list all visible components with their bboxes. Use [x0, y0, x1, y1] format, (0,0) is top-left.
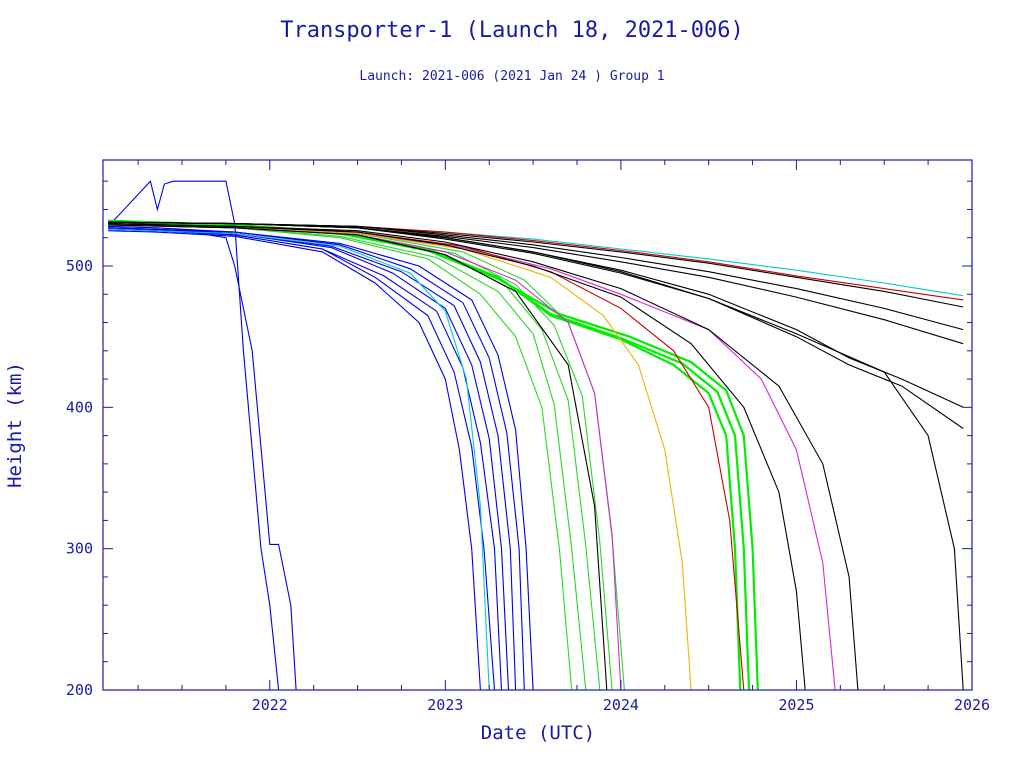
- y-tick-label-2: 400: [66, 398, 93, 416]
- series-line-1: [108, 228, 496, 690]
- series-line-11: [108, 224, 573, 690]
- series-line-21: [108, 223, 692, 690]
- series-line-19: [108, 224, 622, 690]
- series-line-5: [108, 227, 525, 690]
- x-tick-label-0: 2022: [252, 696, 288, 714]
- chart-title: Transporter-1 (Launch 18, 2021-006): [280, 18, 744, 43]
- series-line-29: [108, 221, 964, 690]
- series-line-17: [108, 219, 751, 690]
- series-line-7: [107, 180, 280, 690]
- y-tick-label-1: 300: [66, 540, 93, 558]
- series-line-25: [108, 221, 964, 331]
- x-tick-label-2: 2024: [603, 696, 639, 714]
- series-group: [107, 180, 964, 690]
- series-line-9: [108, 228, 490, 690]
- x-axis-label: Date (UTC): [481, 722, 595, 744]
- series-line-22: [108, 223, 745, 690]
- x-tick-label-4: 2026: [954, 696, 990, 714]
- series-line-30: [108, 223, 806, 690]
- plot-frame: [102, 159, 973, 691]
- series-line-31: [108, 223, 859, 690]
- series-line-12: [108, 224, 587, 690]
- y-axis-label: Height (km): [4, 362, 26, 488]
- series-line-3: [108, 227, 510, 690]
- series-line-20: [108, 223, 836, 690]
- chart-subtitle: Launch: 2021-006 (2021 Jan 24 ) Group 1: [359, 69, 664, 84]
- series-line-6: [108, 225, 534, 690]
- series-line-16: [108, 219, 742, 690]
- series-line-4: [108, 227, 517, 690]
- x-tick-label-1: 2023: [427, 696, 463, 714]
- series-line-13: [108, 223, 601, 690]
- series-line-8: [108, 228, 297, 690]
- ticks-group: 2022 2023 2024 2025 2026 200 300 400 500: [66, 160, 990, 714]
- series-line-0: [108, 230, 481, 690]
- series-line-32: [108, 224, 608, 690]
- y-tick-label-3: 500: [66, 257, 93, 275]
- series-line-14: [108, 223, 613, 690]
- series-line-18: [108, 221, 759, 690]
- series-line-15: [108, 223, 625, 690]
- y-tick-label-0: 200: [66, 681, 93, 699]
- x-tick-label-3: 2025: [778, 696, 814, 714]
